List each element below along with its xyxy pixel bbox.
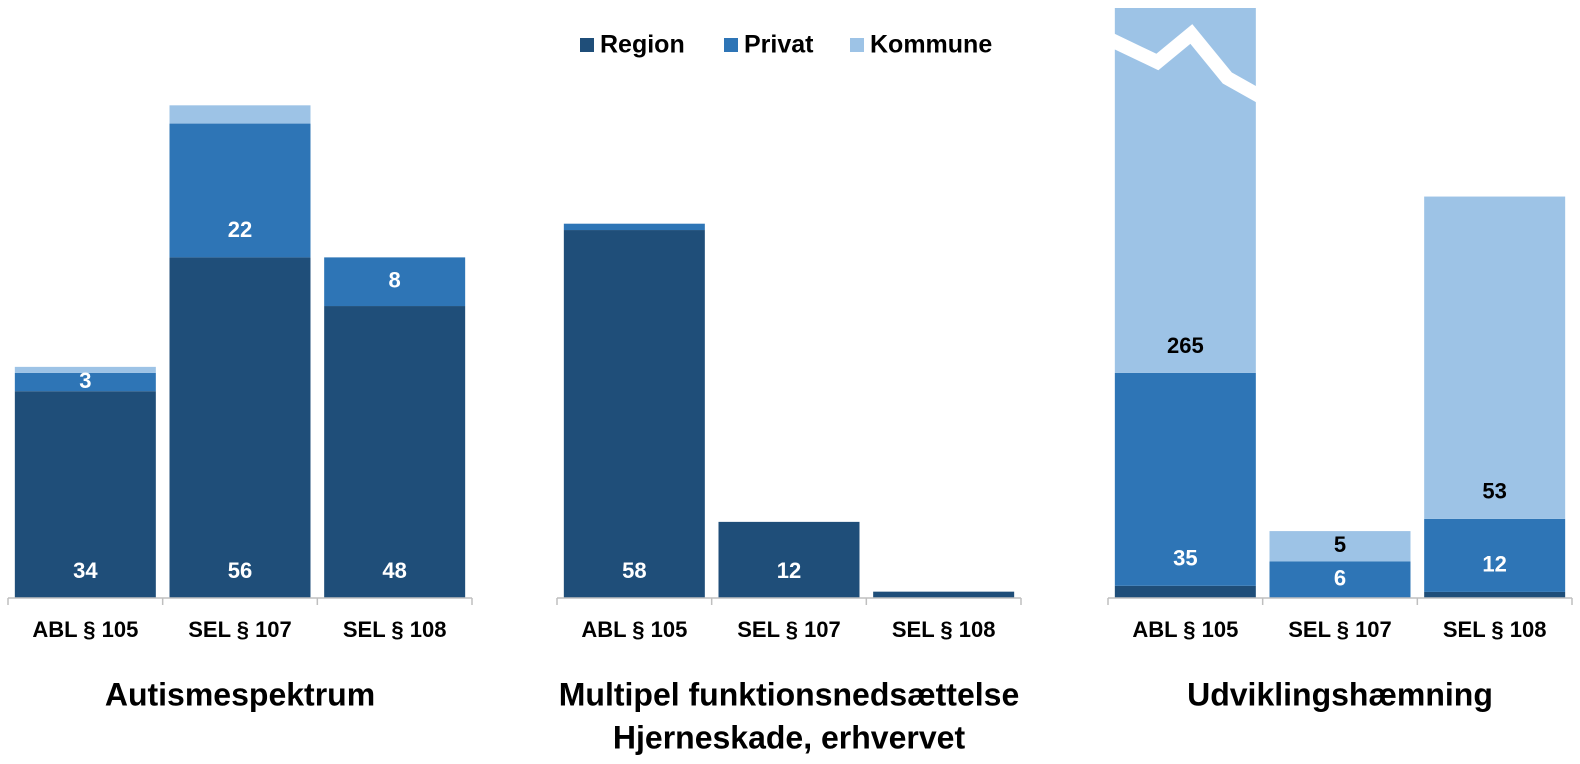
bar-segment <box>324 306 466 598</box>
bar-segment <box>1114 372 1256 586</box>
bar-segment <box>1269 561 1411 598</box>
x-tick-label: SEL § 108 <box>343 617 447 642</box>
data-label: 35 <box>1173 546 1197 571</box>
data-label: 12 <box>1482 552 1506 577</box>
bar-segment <box>169 105 311 124</box>
bar-segment <box>1424 518 1566 592</box>
bar-segment <box>1114 585 1256 598</box>
data-label: 58 <box>622 558 646 583</box>
legend-swatch <box>850 38 864 52</box>
bar-segment <box>563 230 705 598</box>
x-tick-label: ABL § 105 <box>581 617 687 642</box>
bar-segment <box>324 257 466 307</box>
x-tick-label: ABL § 105 <box>1132 617 1238 642</box>
bar-segment <box>1269 531 1411 562</box>
data-label: 22 <box>228 217 252 242</box>
data-label: 34 <box>73 558 98 583</box>
axis-break <box>1108 24 1263 103</box>
bar-segment <box>1424 591 1566 598</box>
data-label: 56 <box>228 558 252 583</box>
legend-label: Kommune <box>870 31 992 59</box>
data-label: 3 <box>79 368 91 393</box>
panel-title: Multipel funktionsnedsættelse <box>559 676 1019 712</box>
legend-swatch <box>580 38 594 52</box>
x-tick-label: SEL § 107 <box>188 617 292 642</box>
data-label: 8 <box>389 268 401 293</box>
data-label: 12 <box>777 558 801 583</box>
legend-label: Privat <box>744 31 814 59</box>
bars <box>14 8 1566 598</box>
bar-segment <box>873 591 1015 598</box>
x-tick-label: SEL § 107 <box>1288 617 1392 642</box>
panel-title: Autismespektrum <box>105 676 375 712</box>
bar-segment <box>14 372 156 392</box>
data-label: 53 <box>1482 479 1506 504</box>
x-tick-label: SEL § 108 <box>1443 617 1547 642</box>
legend-label: Region <box>600 31 685 59</box>
legend-swatch <box>724 38 738 52</box>
bar-segment <box>1424 196 1566 519</box>
data-label: 265 <box>1167 333 1204 358</box>
bar-segment <box>169 123 311 258</box>
bar-segment <box>14 366 156 373</box>
panel-title: Hjerneskade, erhvervet <box>613 719 966 755</box>
bar-segment <box>718 521 860 598</box>
panel-title: Udviklingshæmning <box>1187 676 1493 712</box>
data-label: 48 <box>382 558 406 583</box>
data-label: 5 <box>1334 532 1346 557</box>
bar-segment <box>169 257 311 598</box>
x-tick-label: ABL § 105 <box>32 617 138 642</box>
x-tick-label: SEL § 108 <box>892 617 996 642</box>
x-tick-label: SEL § 107 <box>737 617 841 642</box>
bar-segment <box>563 223 705 231</box>
data-label: 6 <box>1334 566 1346 591</box>
bar-segment <box>1114 8 1256 373</box>
bar-segment <box>14 391 156 598</box>
